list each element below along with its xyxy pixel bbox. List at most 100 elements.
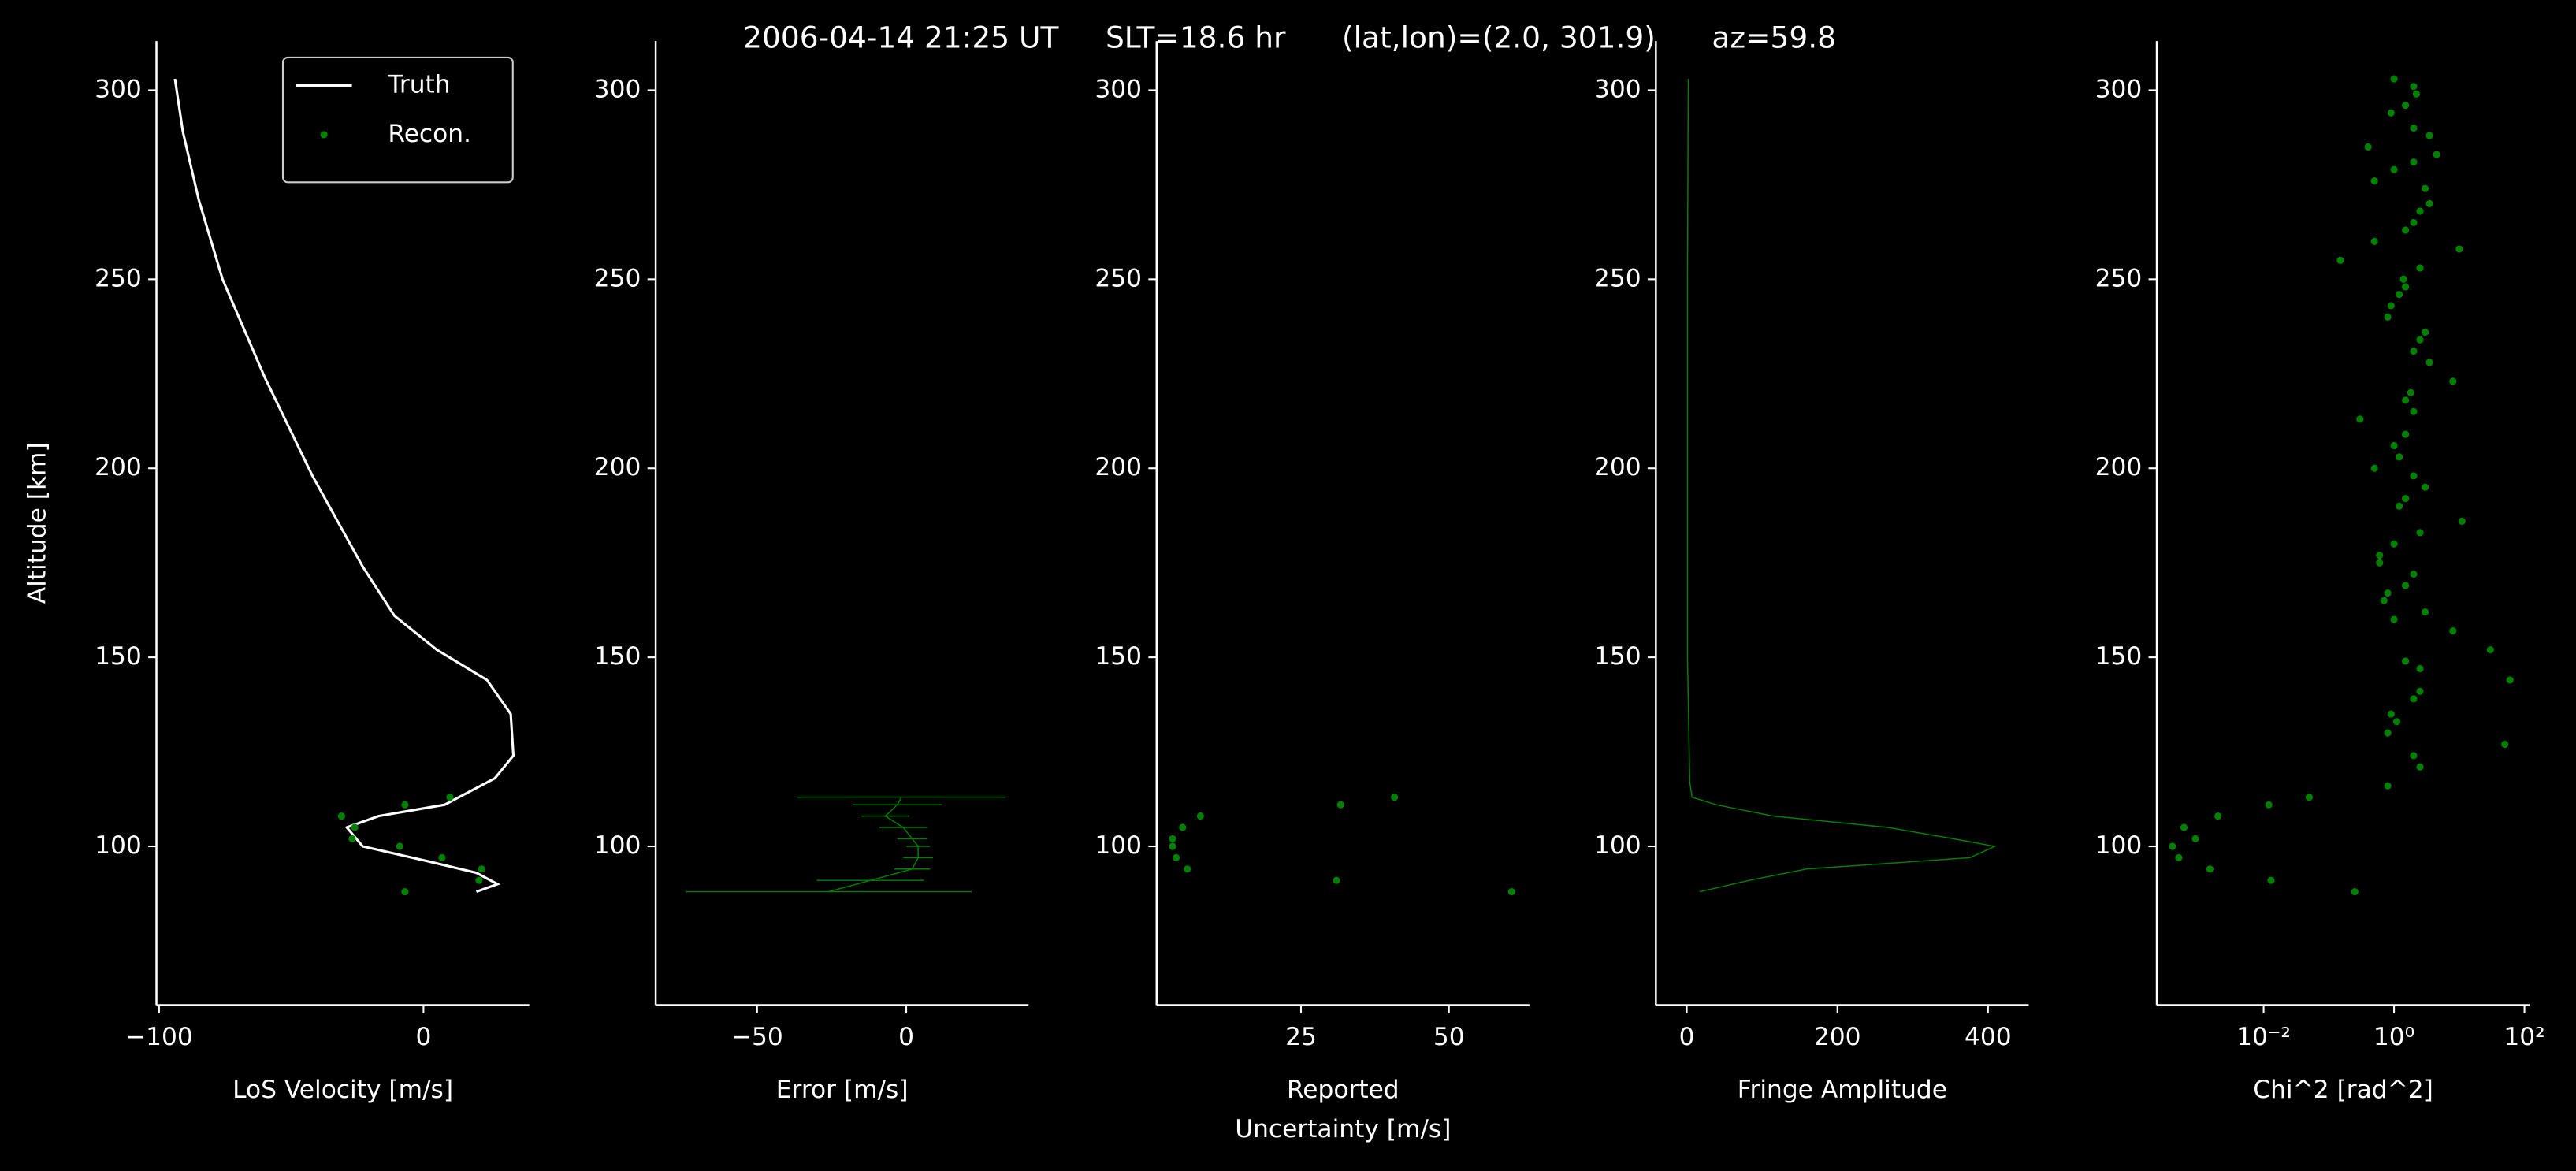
x-tick-label: 25 bbox=[1285, 1023, 1317, 1051]
point bbox=[2402, 102, 2410, 110]
point bbox=[2384, 313, 2392, 321]
point bbox=[2390, 615, 2398, 623]
point bbox=[2449, 626, 2457, 635]
y-tick-label: 300 bbox=[594, 75, 641, 103]
x-tick-label: 0 bbox=[1679, 1023, 1695, 1051]
point bbox=[2175, 853, 2183, 861]
point bbox=[2410, 158, 2418, 166]
point bbox=[2376, 559, 2384, 567]
point bbox=[2410, 570, 2418, 578]
point bbox=[2351, 887, 2359, 896]
y-tick-label: 300 bbox=[1594, 75, 1641, 103]
point bbox=[401, 887, 409, 896]
point bbox=[2421, 328, 2429, 336]
point bbox=[1184, 865, 1191, 873]
point bbox=[2396, 502, 2403, 510]
point bbox=[2380, 597, 2388, 604]
point bbox=[2410, 124, 2418, 132]
legend-label: Recon. bbox=[388, 120, 471, 148]
point bbox=[2387, 302, 2395, 310]
point bbox=[2412, 90, 2420, 98]
legend-box bbox=[281, 56, 514, 184]
y-tick-label: 300 bbox=[2095, 75, 2143, 103]
point bbox=[2410, 347, 2418, 355]
point bbox=[1196, 812, 1204, 820]
x-tick-label: −100 bbox=[125, 1023, 193, 1051]
x-tick-label: 50 bbox=[1433, 1023, 1465, 1051]
point bbox=[2191, 835, 2199, 842]
error-line bbox=[828, 797, 919, 893]
point bbox=[2402, 657, 2410, 665]
point bbox=[2384, 729, 2392, 737]
point bbox=[2384, 589, 2392, 597]
point bbox=[2390, 540, 2398, 548]
x-tick-label: 400 bbox=[1965, 1023, 2012, 1051]
point bbox=[446, 794, 454, 801]
point bbox=[1172, 853, 1180, 861]
point bbox=[2336, 256, 2344, 264]
point bbox=[2399, 275, 2407, 283]
y-tick-label: 200 bbox=[594, 453, 641, 481]
y-tick-label: 250 bbox=[1095, 264, 1142, 292]
point bbox=[2410, 218, 2418, 226]
point bbox=[2416, 664, 2424, 673]
point bbox=[2206, 865, 2214, 873]
legend-swatch bbox=[320, 131, 328, 139]
point bbox=[2486, 645, 2494, 654]
point bbox=[1169, 842, 1176, 850]
y-tick-label: 200 bbox=[1095, 453, 1142, 481]
y-tick-label: 200 bbox=[1594, 453, 1641, 481]
y-tick-label: 100 bbox=[1594, 831, 1641, 860]
point bbox=[2421, 483, 2429, 491]
point bbox=[2410, 472, 2418, 480]
point bbox=[2267, 876, 2275, 884]
point bbox=[2425, 359, 2433, 366]
point bbox=[2416, 763, 2424, 771]
point bbox=[2370, 177, 2378, 185]
y-tick-label: 250 bbox=[594, 264, 641, 292]
point bbox=[2416, 264, 2424, 272]
point bbox=[337, 812, 345, 820]
point bbox=[2169, 842, 2176, 850]
y-tick-label: 300 bbox=[95, 75, 142, 103]
point bbox=[1391, 794, 1399, 801]
point bbox=[2387, 710, 2395, 718]
x-axis-label: Chi^2 [rad^2] bbox=[2253, 1076, 2433, 1104]
point bbox=[348, 835, 356, 842]
y-tick-label: 150 bbox=[594, 642, 641, 671]
point bbox=[2501, 740, 2509, 749]
x-axis-label: Reported bbox=[1287, 1076, 1400, 1104]
point bbox=[1507, 887, 1515, 896]
point bbox=[2421, 608, 2429, 616]
point bbox=[401, 801, 409, 809]
point bbox=[2390, 165, 2398, 173]
y-tick-label: 200 bbox=[95, 453, 142, 481]
line bbox=[173, 78, 515, 894]
y-tick-label: 250 bbox=[95, 264, 142, 292]
point bbox=[2396, 453, 2403, 461]
x-tick-label: 0 bbox=[898, 1023, 914, 1051]
point bbox=[2410, 752, 2418, 760]
x-tick-label: −50 bbox=[731, 1023, 783, 1051]
point bbox=[2416, 687, 2424, 695]
point bbox=[2433, 151, 2440, 158]
point bbox=[2449, 377, 2457, 385]
x-axis-label: Fringe Amplitude bbox=[1738, 1076, 1947, 1104]
line bbox=[1686, 79, 1997, 893]
y-tick-label: 250 bbox=[2095, 264, 2143, 292]
point bbox=[2265, 801, 2273, 809]
point bbox=[2421, 184, 2429, 192]
x-tick-label: 200 bbox=[1814, 1023, 1861, 1051]
y-tick-label: 100 bbox=[594, 831, 641, 860]
legend-label: Truth bbox=[387, 70, 450, 99]
y-axis-label: Altitude [km] bbox=[23, 442, 51, 604]
point bbox=[2458, 517, 2466, 525]
point bbox=[2416, 207, 2424, 215]
point bbox=[351, 823, 359, 831]
point bbox=[2180, 823, 2188, 831]
point bbox=[2402, 283, 2410, 291]
point bbox=[438, 853, 446, 861]
point bbox=[2390, 441, 2398, 450]
